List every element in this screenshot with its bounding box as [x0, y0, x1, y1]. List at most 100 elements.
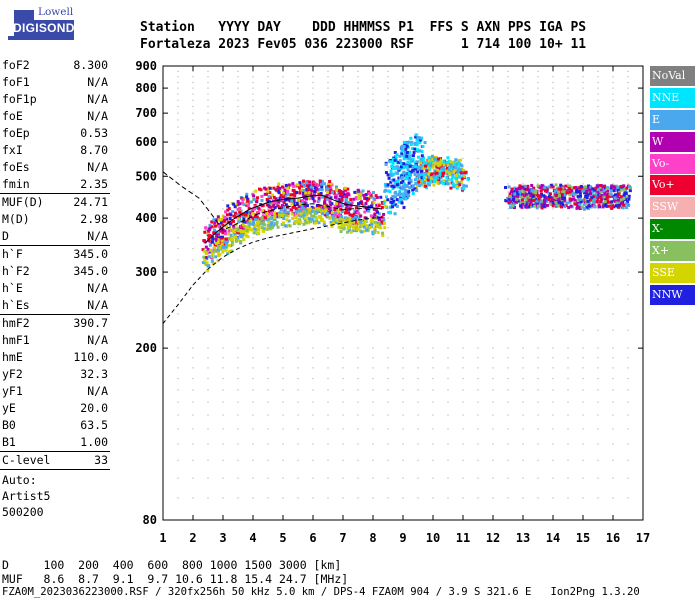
- echo-point: [429, 164, 433, 168]
- grid-dot: [432, 112, 434, 114]
- grid-dot: [597, 248, 599, 250]
- grid-dot: [342, 76, 344, 78]
- param-name: h`Es: [2, 298, 30, 312]
- echo-point: [216, 259, 220, 263]
- grid-dot: [432, 199, 434, 201]
- echo-point: [250, 228, 254, 232]
- echo-point: [454, 158, 458, 162]
- grid-dot: [372, 428, 374, 430]
- echo-point: [616, 198, 620, 202]
- grid-dot: [627, 259, 629, 261]
- grid-dot: [462, 141, 464, 143]
- grid-dot: [432, 133, 434, 135]
- grid-dot: [387, 428, 389, 430]
- echo-point: [252, 197, 256, 201]
- echo-point: [606, 189, 610, 193]
- param-value: N/A: [87, 92, 108, 106]
- echo-point: [320, 195, 324, 199]
- echo-point: [340, 210, 344, 214]
- grid-dot: [522, 175, 524, 177]
- grid-dot: [537, 93, 539, 95]
- echo-point: [440, 162, 444, 166]
- echo-point: [391, 205, 395, 209]
- grid-dot: [522, 141, 524, 143]
- grid-dot: [252, 133, 254, 135]
- echo-point: [277, 215, 281, 219]
- grid-dot: [582, 477, 584, 479]
- echo-point: [304, 191, 308, 195]
- grid-dot: [222, 175, 224, 177]
- echo-point: [455, 179, 459, 183]
- grid-dot: [357, 237, 359, 239]
- echo-point: [504, 186, 508, 190]
- grid-dot: [402, 389, 404, 391]
- grid-dot: [492, 166, 494, 168]
- grid-dot: [612, 428, 614, 430]
- param-value: N/A: [87, 298, 108, 312]
- grid-dot: [582, 497, 584, 499]
- grid-dot: [567, 166, 569, 168]
- grid-dot: [342, 237, 344, 239]
- echo-point: [370, 218, 374, 222]
- grid-dot: [267, 378, 269, 380]
- echo-point: [579, 194, 583, 198]
- footer-file-info: FZA0M_2023036223000.RSF / 320fx256h 50 k…: [2, 586, 640, 598]
- echo-point: [457, 181, 461, 185]
- echo-point: [217, 218, 221, 222]
- echo-point: [560, 189, 564, 193]
- echo-point: [268, 201, 272, 205]
- echo-point: [239, 240, 243, 244]
- grid-dot: [252, 329, 254, 331]
- grid-dot: [387, 497, 389, 499]
- grid-dot: [177, 443, 179, 445]
- echo-point: [224, 245, 228, 249]
- param-name: D: [2, 229, 9, 243]
- echo-point: [624, 191, 628, 195]
- echo-point: [278, 206, 282, 210]
- grid-dot: [342, 459, 344, 461]
- echo-point: [290, 208, 294, 212]
- echo-point: [594, 192, 598, 196]
- echo-point: [391, 186, 395, 190]
- echo-point: [375, 195, 379, 199]
- grid-dot: [282, 149, 284, 151]
- echo-point: [504, 198, 508, 202]
- grid-dot: [477, 459, 479, 461]
- grid-dot: [597, 378, 599, 380]
- echo-point: [545, 196, 549, 200]
- grid-dot: [342, 248, 344, 250]
- echo-point: [568, 197, 572, 201]
- echo-point: [318, 216, 322, 220]
- y-tick-label: 700: [135, 106, 157, 120]
- grid-dot: [207, 157, 209, 159]
- grid-dot: [552, 133, 554, 135]
- echo-point: [602, 203, 606, 207]
- grid-dot: [462, 99, 464, 101]
- echo-point: [205, 262, 209, 266]
- grid-dot: [372, 126, 374, 128]
- grid-dot: [372, 497, 374, 499]
- echo-point: [224, 232, 228, 236]
- echo-point: [293, 204, 297, 208]
- grid-dot: [552, 298, 554, 300]
- grid-dot: [492, 141, 494, 143]
- echo-point: [203, 249, 207, 253]
- grid-dot: [267, 284, 269, 286]
- grid-dot: [312, 428, 314, 430]
- echo-point: [567, 206, 571, 210]
- grid-dot: [222, 284, 224, 286]
- param-name: foF1p: [2, 92, 37, 106]
- grid-dot: [537, 329, 539, 331]
- echo-point: [572, 197, 576, 201]
- echo-point: [603, 184, 607, 188]
- echo-point: [389, 169, 393, 173]
- grid-dot: [447, 149, 449, 151]
- grid-dot: [447, 99, 449, 101]
- grid-dot: [387, 284, 389, 286]
- echo-point: [353, 215, 357, 219]
- echo-point: [519, 201, 523, 205]
- echo-point: [386, 173, 390, 177]
- echo-point: [234, 214, 238, 218]
- echo-point: [401, 153, 405, 157]
- echo-point: [555, 197, 559, 201]
